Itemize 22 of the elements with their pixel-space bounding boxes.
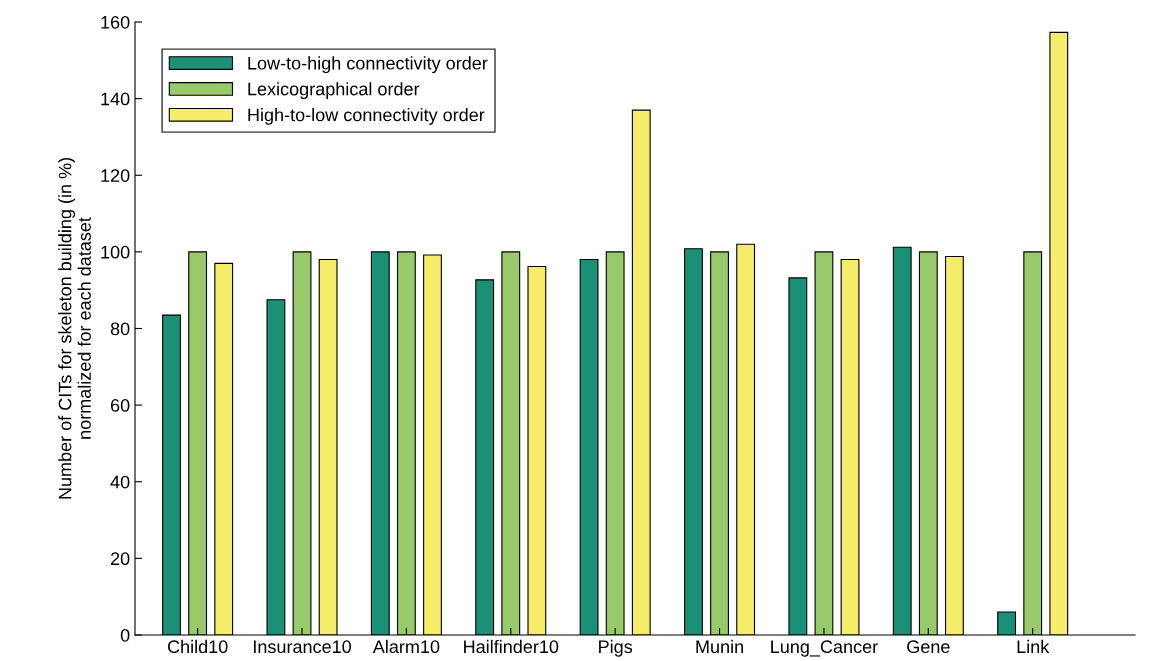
y-tick-label: 160 [101, 15, 130, 29]
y-tick-label: 120 [101, 169, 130, 182]
y-tick-label: 40 [110, 475, 130, 489]
y-tick-label: 100 [101, 245, 130, 259]
legend-label: High-to-low connectivity order [248, 108, 485, 125]
x-tick-label: Gene [907, 640, 950, 654]
y-tick-label: 80 [110, 322, 130, 336]
x-tick-label: Child10 [167, 639, 228, 654]
y-tick-label: 0 [120, 628, 130, 642]
x-tick-label: Link [1017, 639, 1050, 653]
y-tick-label: 140 [101, 92, 130, 106]
x-tick-label: Hailfinder10 [464, 639, 559, 654]
y-tick-label: 60 [110, 399, 130, 412]
legend-label: Low-to-high connectivity order [248, 56, 488, 74]
y-tick-label: 20 [110, 552, 130, 566]
x-tick-label: Munin [696, 639, 743, 654]
x-tick-label: Insurance10 [254, 640, 351, 654]
legend-label: Lexicographical order [248, 82, 420, 99]
y-axis-title: Number of CITs for skeleton building (in %) normalized for each dataset [58, 158, 91, 499]
x-tick-label: Pigs [599, 639, 633, 657]
x-tick-label: Alarm10 [372, 639, 440, 654]
x-tick-label: Lung_Cancer [771, 640, 878, 657]
